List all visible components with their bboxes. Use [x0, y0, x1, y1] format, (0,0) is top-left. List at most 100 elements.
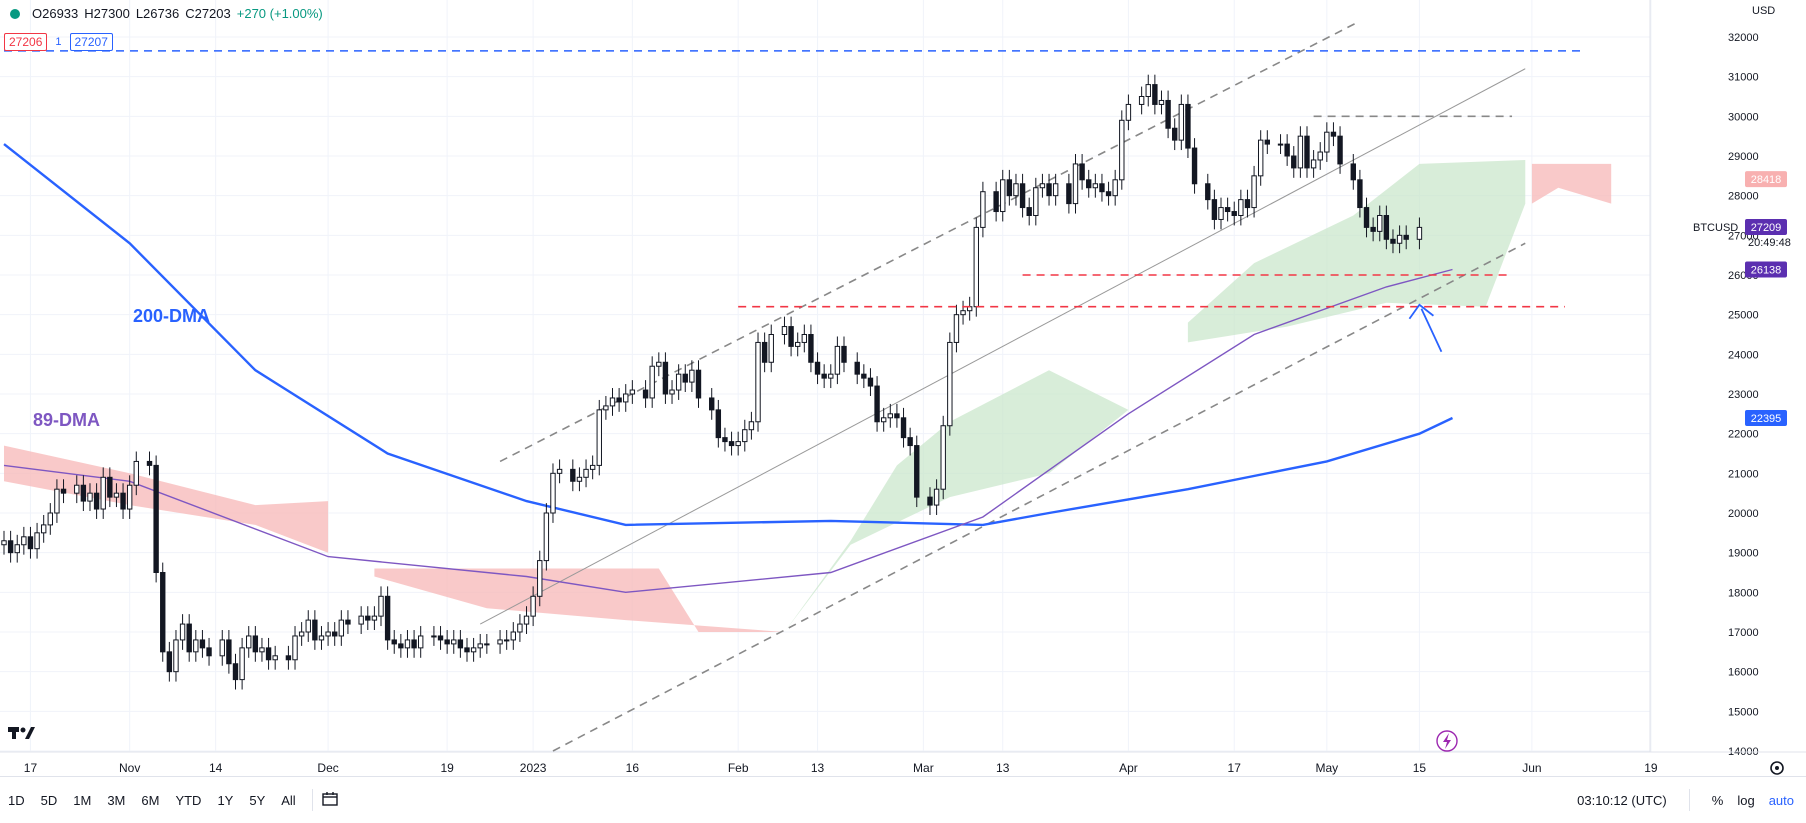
candle-up: [1013, 183, 1019, 197]
candle-up: [1072, 163, 1079, 205]
candle-down: [312, 619, 318, 641]
candle-down: [1105, 191, 1112, 197]
sell-price-button[interactable]: 27206: [4, 33, 48, 51]
range-1m-button[interactable]: 1M: [73, 792, 92, 808]
cloud-bull-area: [1187, 160, 1526, 343]
trend-channel: [479, 20, 1526, 752]
candle-up: [781, 326, 788, 336]
candle-down: [642, 389, 649, 399]
candle-down: [1284, 143, 1290, 157]
candle-down: [1383, 215, 1390, 240]
auto-scale-toggle[interactable]: auto: [1768, 792, 1794, 808]
candle-up: [801, 334, 808, 343]
range-6m-button[interactable]: 6M: [141, 792, 160, 808]
x-tick-label: 14: [209, 761, 223, 775]
x-tick-label: Feb: [728, 761, 749, 775]
candle-down: [682, 373, 688, 383]
candle-down: [1152, 84, 1158, 105]
candle-up: [960, 310, 966, 316]
candle-down: [107, 476, 113, 498]
date-range-icon[interactable]: [321, 791, 339, 810]
candle-up: [1178, 103, 1185, 141]
candle-down: [1291, 155, 1297, 169]
x-tick-label: Mar: [913, 761, 934, 775]
candle-up: [589, 464, 596, 470]
range-all-button[interactable]: All: [281, 792, 296, 808]
candle-up: [768, 334, 774, 363]
buy-price-button[interactable]: 27207: [69, 33, 113, 51]
candle-down: [153, 464, 159, 573]
candle-up: [550, 472, 556, 514]
arrow-annotation: [1408, 303, 1443, 353]
candle-up: [953, 314, 960, 343]
candle-down: [914, 445, 920, 498]
candle-down: [1165, 99, 1171, 129]
x-tick-label: 13: [996, 761, 1010, 775]
candle-up: [503, 639, 510, 642]
candle-down: [186, 623, 192, 653]
range-5d-button[interactable]: 5D: [40, 792, 58, 808]
ohlc-legend: O26933 H27300 L26736 C27203 +270 (+1.00%…: [4, 6, 323, 21]
cloud-bull-area: [784, 370, 1129, 632]
percent-scale-toggle[interactable]: %: [1711, 792, 1724, 808]
x-tick-label: 19: [440, 761, 454, 775]
candle-up: [1257, 139, 1264, 177]
candle-up: [742, 429, 748, 443]
candle-up: [609, 397, 616, 407]
candle-up: [940, 425, 946, 490]
candle-up: [656, 361, 662, 367]
candle-up: [576, 476, 583, 482]
candle-down: [365, 615, 371, 621]
candle-up: [54, 488, 60, 514]
candle-up: [378, 595, 384, 617]
candle-down: [1363, 207, 1370, 228]
candle-up: [748, 421, 755, 431]
lightning-icon[interactable]: [1436, 730, 1458, 752]
range-3m-button[interactable]: 3M: [107, 792, 126, 808]
candle-down: [384, 595, 391, 641]
candle-up: [1377, 215, 1383, 232]
candle-up: [305, 619, 311, 633]
candle-up: [497, 639, 503, 645]
candle-down: [894, 413, 900, 419]
x-tick-label: 19: [1644, 761, 1658, 775]
candle-down: [900, 417, 907, 439]
candle-down: [1211, 199, 1218, 220]
settings-gear-icon[interactable]: [1770, 761, 1784, 775]
candle-up: [1125, 103, 1132, 121]
x-tick-label: 17: [1228, 761, 1242, 775]
candle-up: [477, 643, 483, 649]
candle-up: [623, 393, 629, 403]
candle-up: [530, 595, 536, 617]
log-scale-toggle[interactable]: log: [1737, 792, 1755, 808]
y-tick-label: 28000: [1728, 191, 1759, 203]
candle-down: [391, 639, 397, 645]
candle-down: [1086, 179, 1092, 189]
candle-down: [1026, 207, 1032, 216]
candle-down: [1264, 139, 1271, 145]
low-value: L26736: [135, 6, 180, 21]
dma200-line: [3, 143, 1454, 527]
candle-down: [854, 361, 860, 375]
candle-up: [133, 460, 139, 486]
range-1d-button[interactable]: 1D: [8, 792, 25, 808]
candle-down: [814, 361, 821, 375]
candle-up: [1396, 234, 1403, 244]
range-5y-button[interactable]: 5Y: [249, 792, 266, 808]
candle-up: [1324, 131, 1330, 153]
candle-up: [371, 615, 378, 621]
candle-down: [285, 655, 292, 661]
candle-down: [166, 651, 173, 673]
channel-upper-line: [499, 20, 1361, 463]
candle-up: [325, 631, 331, 637]
candle-up: [470, 647, 477, 653]
y-tick-label: 30000: [1728, 111, 1759, 123]
candle-up: [629, 389, 636, 395]
candle-down: [1066, 183, 1072, 205]
price-tag: [1745, 409, 1787, 426]
utc-clock[interactable]: 03:10:12 (UTC): [1577, 792, 1667, 808]
range-ytd-button[interactable]: YTD: [175, 792, 202, 808]
range-1y-button[interactable]: 1Y: [217, 792, 234, 808]
candle-up: [1000, 179, 1006, 213]
